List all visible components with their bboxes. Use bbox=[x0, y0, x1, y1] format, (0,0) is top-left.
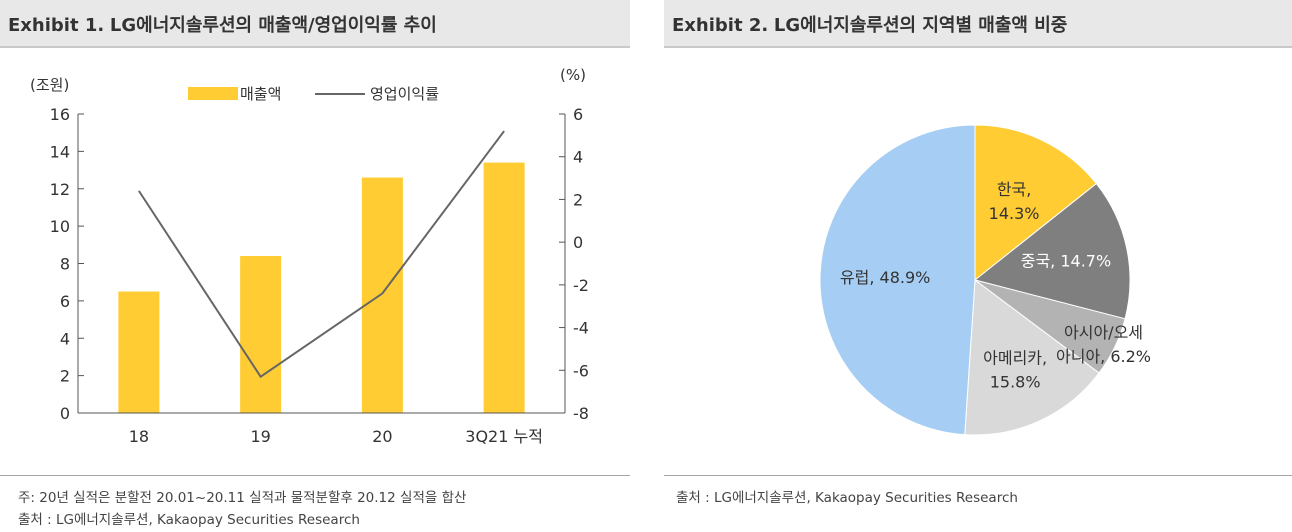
y-right-unit-label: (%) bbox=[560, 66, 586, 84]
y-right-tick-label: 6 bbox=[573, 105, 583, 124]
y-left-tick-label: 14 bbox=[50, 142, 70, 161]
pie-label-name: 유럽, bbox=[840, 268, 880, 287]
y-left-unit-label: (조원) bbox=[30, 76, 69, 94]
margin-line bbox=[138, 130, 505, 379]
bar-series bbox=[118, 162, 525, 413]
exhibit2-header: Exhibit 2. LG에너지솔루션의 지역별 매출액 비중 bbox=[664, 0, 1292, 48]
pie-slice bbox=[974, 124, 1098, 282]
bar bbox=[483, 162, 525, 413]
pie-value-label: 15.8% bbox=[990, 372, 1041, 391]
pie-slice bbox=[819, 124, 976, 436]
x-tick-label: 19 bbox=[250, 427, 270, 446]
exhibit2-source: 출처 : LG에너지솔루션, Kakaopay Securities Resea… bbox=[676, 490, 1018, 506]
exhibit1-title-text: LG에너지솔루션의 매출액/영업이익률 추이 bbox=[109, 15, 437, 36]
exhibit1-title: Exhibit 1. LG에너지솔루션의 매출액/영업이익률 추이 bbox=[8, 11, 437, 37]
y-right-tick-label: -4 bbox=[573, 319, 589, 338]
pie-label: 아메리카, bbox=[983, 348, 1047, 367]
bar bbox=[240, 256, 282, 413]
y-left-tick-label: 4 bbox=[60, 329, 70, 348]
y-right-tick-label: 2 bbox=[573, 190, 583, 209]
x-tick-label: 20 bbox=[372, 427, 392, 446]
x-tick-label: 3Q21 누적 bbox=[465, 427, 543, 446]
exhibit1-header: Exhibit 1. LG에너지솔루션의 매출액/영업이익률 추이 bbox=[0, 0, 630, 48]
y-right-tick-label: -8 bbox=[573, 404, 589, 423]
pie-slice bbox=[964, 279, 1100, 436]
y-left-tick-label: 10 bbox=[50, 217, 70, 236]
pie-label: 한국, bbox=[997, 180, 1032, 199]
y-right-ticks: 6 4 2 0 -2 -4 -6 -8 bbox=[559, 105, 589, 423]
y-right-tick-label: -6 bbox=[573, 361, 589, 380]
pie-label-name: 중국, bbox=[1021, 252, 1061, 271]
y-left-tick-label: 6 bbox=[60, 292, 70, 311]
y-left-tick-label: 0 bbox=[60, 404, 70, 423]
legend: 매출액 영업이익률 bbox=[188, 85, 439, 103]
exhibit1-note: 주: 20년 실적은 분할전 20.01~20.11 실적과 물적분할후 20.… bbox=[18, 490, 467, 506]
bar bbox=[361, 177, 403, 413]
legend-bar-swatch bbox=[188, 87, 238, 100]
exhibit2-prefix: Exhibit 2. bbox=[672, 15, 769, 36]
y-left-ticks: 16 14 12 10 8 6 4 2 0 bbox=[50, 105, 84, 423]
line-series bbox=[138, 130, 505, 379]
legend-line-label: 영업이익률 bbox=[370, 85, 439, 103]
x-tick-label: 18 bbox=[129, 427, 149, 446]
axes bbox=[77, 114, 566, 414]
x-tick-labels: 18 19 20 3Q21 누적 bbox=[129, 427, 543, 446]
exhibit2-title: Exhibit 2. LG에너지솔루션의 지역별 매출액 비중 bbox=[672, 11, 1067, 37]
exhibit1-divider bbox=[0, 475, 630, 476]
exhibit2-divider bbox=[664, 475, 1292, 476]
pie-value-label: 14.7% bbox=[1060, 252, 1111, 271]
exhibit1-prefix: Exhibit 1. bbox=[8, 15, 105, 36]
exhibit1-source: 출처 : LG에너지솔루션, Kakaopay Securities Resea… bbox=[18, 512, 360, 528]
y-left-tick-label: 8 bbox=[60, 255, 70, 274]
y-right-tick-label: -2 bbox=[573, 276, 589, 295]
pie-slices bbox=[819, 124, 1131, 436]
legend-bar-label: 매출액 bbox=[240, 85, 281, 103]
y-left-tick-label: 16 bbox=[50, 105, 70, 124]
y-right-tick-label: 0 bbox=[573, 233, 583, 252]
y-right-tick-label: 4 bbox=[573, 148, 583, 167]
pie-value-label: 14.3% bbox=[989, 204, 1040, 223]
pie-value-label: 아니아, 6.2% bbox=[1056, 347, 1151, 366]
y-left-tick-label: 12 bbox=[50, 180, 70, 199]
exhibit2-title-text: LG에너지솔루션의 지역별 매출액 비중 bbox=[773, 15, 1068, 36]
y-left-tick-label: 2 bbox=[60, 367, 70, 386]
bar bbox=[118, 291, 160, 413]
pie-label: 아시아/오세 bbox=[1064, 323, 1143, 342]
pie-label: 유럽, 48.9% bbox=[840, 268, 930, 287]
pie-value-label: 48.9% bbox=[880, 268, 931, 287]
pie-label: 중국, 14.7% bbox=[1021, 252, 1111, 271]
pie-slice bbox=[973, 182, 1131, 320]
